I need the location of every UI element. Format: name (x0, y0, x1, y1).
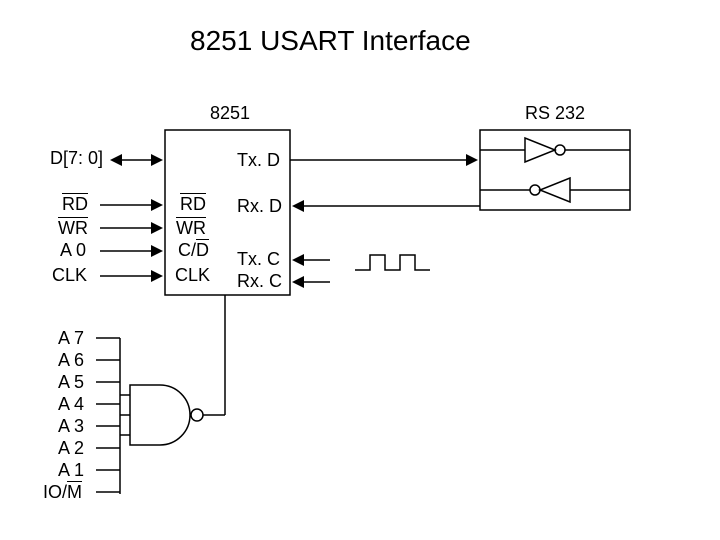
addr-input-lines (96, 338, 130, 494)
clk-arrow (100, 270, 163, 282)
rs232-box (480, 130, 630, 210)
rd-arrow (100, 199, 163, 211)
rxc-arrow (292, 276, 330, 288)
diagram-svg (0, 0, 720, 540)
a0-arrow (100, 245, 163, 257)
rxd-line (292, 190, 630, 212)
buffer-rx-icon (540, 178, 570, 202)
data-bus-arrow (110, 154, 163, 166)
nand-output-wire (203, 295, 225, 415)
nand-gate-icon (130, 385, 203, 445)
txd-line (290, 150, 630, 166)
buffer-tx-icon (525, 138, 555, 162)
txc-arrow (292, 254, 330, 266)
clock-waveform (355, 255, 430, 270)
chip-box (165, 130, 290, 295)
wr-arrow (100, 222, 163, 234)
